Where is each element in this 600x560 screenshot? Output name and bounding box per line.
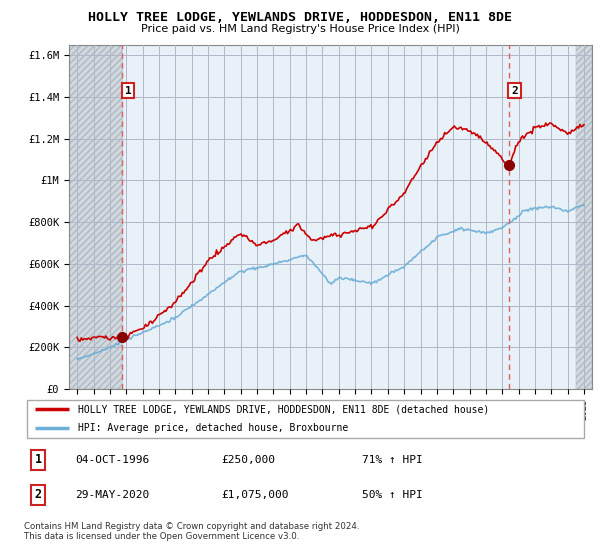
Text: Contains HM Land Registry data © Crown copyright and database right 2024.
This d: Contains HM Land Registry data © Crown c…	[24, 522, 359, 542]
Text: 71% ↑ HPI: 71% ↑ HPI	[362, 455, 423, 465]
Text: HPI: Average price, detached house, Broxbourne: HPI: Average price, detached house, Brox…	[77, 423, 348, 433]
Text: HOLLY TREE LODGE, YEWLANDS DRIVE, HODDESDON, EN11 8DE: HOLLY TREE LODGE, YEWLANDS DRIVE, HODDES…	[88, 11, 512, 24]
Text: £250,000: £250,000	[221, 455, 275, 465]
Bar	[69, 45, 122, 389]
Bar	[69, 45, 122, 389]
Text: 50% ↑ HPI: 50% ↑ HPI	[362, 490, 423, 500]
Text: 1: 1	[125, 86, 131, 96]
Text: HOLLY TREE LODGE, YEWLANDS DRIVE, HODDESDON, EN11 8DE (detached house): HOLLY TREE LODGE, YEWLANDS DRIVE, HODDES…	[77, 404, 489, 414]
Text: 04-OCT-1996: 04-OCT-1996	[75, 455, 149, 465]
Text: £1,075,000: £1,075,000	[221, 490, 289, 500]
Text: 1: 1	[35, 454, 41, 466]
FancyBboxPatch shape	[27, 400, 584, 437]
Text: 29-MAY-2020: 29-MAY-2020	[75, 490, 149, 500]
Text: 2: 2	[35, 488, 41, 501]
Bar	[576, 45, 592, 389]
Text: 2: 2	[511, 86, 518, 96]
Bar	[576, 45, 592, 389]
Text: Price paid vs. HM Land Registry's House Price Index (HPI): Price paid vs. HM Land Registry's House …	[140, 24, 460, 34]
